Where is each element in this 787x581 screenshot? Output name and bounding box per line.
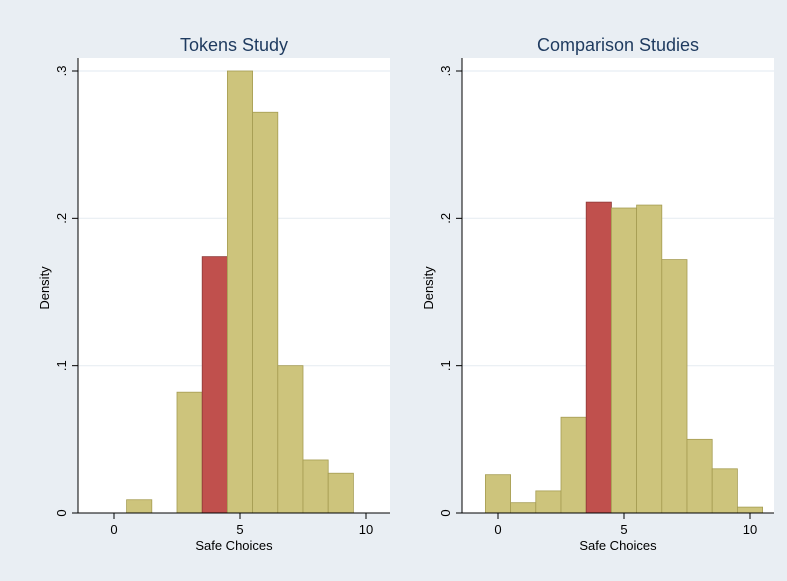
histogram-bar: [737, 506, 764, 514]
bars: [126, 70, 354, 514]
y-tick-label: .1: [438, 360, 453, 371]
histogram-bar: [252, 111, 279, 514]
histogram-bar: [302, 459, 329, 514]
x-tick-label: 5: [236, 522, 243, 537]
histogram-bar: [176, 391, 203, 514]
x-ticks: 0 5 10: [78, 512, 390, 537]
chart-title: Tokens Study: [180, 35, 288, 55]
y-tick-label: .1: [54, 360, 69, 371]
y-ticks: 0 .1 .2 .3: [438, 58, 463, 517]
panel-comparison-studies: Comparison Studies 0.1.2.3 0 5 10 Density …: [421, 35, 774, 553]
x-axis-label: Safe Choices: [195, 538, 273, 553]
y-tick-label: .3: [438, 66, 453, 77]
y-ticks: 0 .1 .2 .3: [54, 58, 79, 517]
histogram-bar: [327, 472, 354, 514]
histogram-bar-highlight: [201, 256, 228, 514]
bars: [484, 201, 764, 514]
y-axis-label: Density: [37, 266, 52, 310]
x-tick-label: 5: [620, 522, 627, 537]
histogram-bar: [636, 204, 663, 514]
histogram-bar-highlight: [585, 201, 612, 514]
panel-tokens-study: Tokens Study 0 .1 .2 .3 0 5 10 Density Safe C…: [37, 35, 390, 553]
histogram-bar: [226, 70, 253, 514]
x-tick-label: 10: [359, 522, 373, 537]
x-tick-label: 0: [494, 522, 501, 537]
histogram-bar: [484, 474, 511, 514]
chart-title: Comparison Studies: [537, 35, 699, 55]
histogram-bar: [126, 499, 153, 514]
histogram-bar: [510, 502, 537, 514]
histogram-bar: [611, 207, 638, 514]
x-tick-label: 10: [743, 522, 757, 537]
x-ticks: 0 5 10: [462, 512, 774, 537]
histogram-bar: [661, 259, 688, 514]
histogram-bar: [686, 438, 713, 514]
y-tick-label: .2: [54, 213, 69, 224]
histogram-bar: [277, 365, 304, 514]
histogram-bar: [560, 416, 587, 514]
histogram-bar: [711, 468, 738, 514]
y-tick-label: 0: [54, 509, 69, 516]
x-tick-label: 0: [110, 522, 117, 537]
y-tick-label: .2: [438, 213, 453, 224]
y-tick-label: .3: [54, 66, 69, 77]
y-tick-label: 0: [438, 509, 453, 516]
histogram-bar: [535, 490, 562, 514]
x-axis-label: Safe Choices: [579, 538, 657, 553]
y-axis-label: Density: [421, 266, 436, 310]
